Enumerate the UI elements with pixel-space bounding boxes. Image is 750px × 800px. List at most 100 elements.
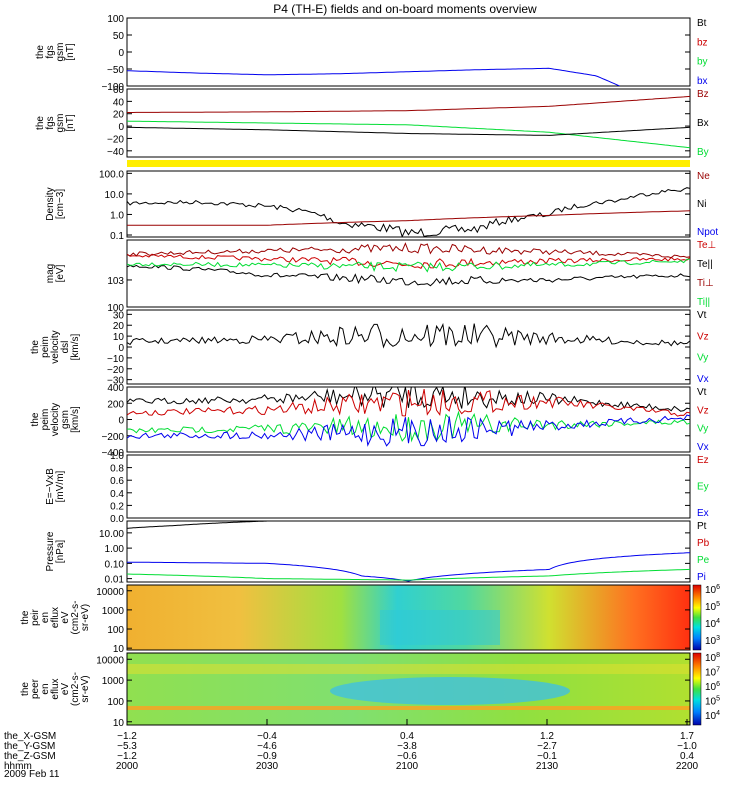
series-density-Ni [127,187,690,237]
y-tick-label: 0 [118,343,124,354]
legend-pressure-2: Pe [697,555,710,566]
y-label-ion-spec: sr-eV) [80,604,91,631]
y-tick-label: 10 [113,718,125,729]
x-axis-value: 1.2 [540,731,554,742]
panel-frame [126,454,691,519]
panel-efield: Ez Ey Ex 1.0 0.80.6 0.40.2 0.0 E=−VxB [mV/m] [45,451,709,525]
x-axis-value: −5.3 [117,741,137,752]
y-label-temperature: mag [45,264,56,283]
x-axis-value: 1.7 [680,731,694,742]
series-fgs-gsm-By [127,120,690,149]
series-fgs-dsl-bx [127,67,620,86]
legend-velocity-dsl-2: Vy [697,353,708,364]
x-axis-row-label: the_Z-GSM [4,751,56,762]
y-label-temperature: [eV] [55,264,66,282]
legend-velocity-dsl-3: Vx [697,374,709,385]
y-tick-label: 10 [113,332,125,343]
colorbar [692,584,702,651]
legend-temperature-1: Te|| [697,259,713,270]
y-tick-label: 100 [107,303,124,314]
colorbar-label: 104 [705,618,720,630]
y-label-fgs-dsl: fgs [45,45,56,58]
x-axis-value: −1.0 [677,741,697,752]
y-tick-label: 10.00 [99,529,124,540]
y-tick-label: 0.01 [105,575,125,586]
date-label: 2009 Feb 11 [4,769,60,780]
y-label-elec-spec: peer [30,678,41,699]
y-label-elec-spec: eflux [50,678,61,699]
y-label-velocity-gsm: the [30,412,41,426]
legend-fgs-dsl-2: by [697,57,708,68]
panel-frame [126,652,691,726]
y-tick-label: 1.0 [110,451,124,462]
quality-flag-bar [127,160,690,167]
y-tick-label: 10000 [96,587,124,598]
legend-density-2: Npot [697,227,718,238]
y-tick-label: 10.0 [105,190,125,201]
y-tick-label: 100 [107,625,124,636]
legend-pressure-1: Pb [697,538,710,549]
y-label-fgs-dsl: gsm [55,43,66,62]
legend-fgs-dsl-3: bx [697,76,708,87]
legend-velocity-dsl-0: Vt [697,310,707,321]
y-tick-label: 100 [107,14,124,25]
y-tick-label: 103 [107,276,124,287]
y-tick-label: 20 [113,321,125,332]
y-label-fgs-gsm: fgs [45,116,56,129]
series-temperature-Ti|| [127,258,690,273]
legend-velocity-gsm-0: Vt [697,387,707,398]
x-axis-value: 0.4 [680,751,694,762]
colorbar-label: 105 [705,696,720,708]
y-tick-label: 400 [107,383,124,394]
y-label-velocity-dsl: peim [40,336,51,358]
y-label-velocity-dsl: the [30,340,41,354]
y-tick-label: 10000 [96,655,124,666]
y-label-elec-spec: (cm2-s- [70,672,81,706]
legend-density-0: Ne [697,171,710,182]
y-tick-label: 50 [113,31,125,42]
series-velocity-dsl-Vt [127,322,690,349]
colorbar-label: 105 [705,601,720,613]
y-label-ion-spec: en [40,612,51,623]
y-label-velocity-dsl: velocity [50,330,61,363]
legend-fgs-dsl-1: bz [697,37,708,48]
y-label-fgs-gsm: the [35,116,46,130]
panel-fgs-dsl: Bt bz by bx 100 50 0 −50 −100 the fgs gsm [nT] [35,14,708,93]
y-label-ion-spec: the [20,610,31,624]
y-label-elec-spec: en [40,683,51,694]
x-axis-value: 2200 [676,761,699,772]
series-pressure-Pi [127,552,690,582]
x-axis-value: −0.1 [537,751,557,762]
y-tick-label: 0.6 [110,476,124,487]
panel-frame [126,88,691,158]
panel-frame [126,170,691,238]
legend-pressure-0: Pt [697,521,707,532]
x-axis-value: 2100 [396,761,419,772]
legend-fgs-dsl-0: Bt [697,18,707,29]
legend-fgs-gsm-0: Bz [697,89,709,100]
colorbar-label: 106 [705,584,720,596]
y-label-fgs-dsl: the [35,45,46,59]
panel-frame [126,309,691,385]
spectrogram-low-energy-band [127,706,690,710]
panel-velocity-gsm: Vt Vz Vy Vx 400 200 0 −200 −400 the peim velocity gs… [30,383,709,459]
y-tick-label: 1.00 [105,544,125,555]
y-tick-label: 0.2 [110,501,124,512]
y-tick-label: 10 [113,644,125,655]
colorbar-label: 107 [705,667,720,679]
series-temperature-Te⊥ [127,253,690,269]
panel-frame [126,584,691,651]
y-label-elec-spec: the [20,682,31,696]
y-tick-label: −100 [101,82,124,93]
y-tick-label: 0 [118,48,124,59]
y-label-ion-spec: eflux [50,607,61,628]
y-tick-label: −10 [107,354,124,365]
x-axis-value: 2030 [256,761,279,772]
series-fgs-gsm-Bx [127,126,690,136]
y-tick-label: 40 [113,97,125,108]
